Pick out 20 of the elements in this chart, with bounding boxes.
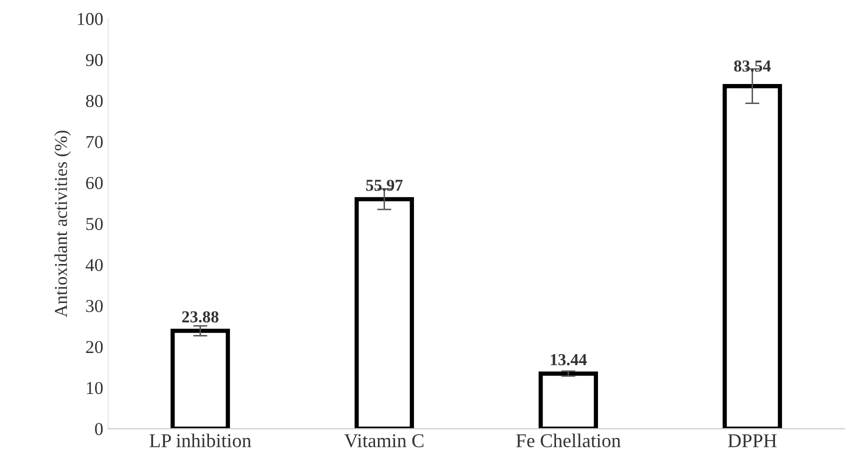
data-label: 83.54: [734, 60, 771, 72]
y-tick-label: 20: [86, 340, 103, 354]
x-tick-label: LP inhibition: [150, 434, 252, 448]
y-tick-label: 40: [86, 258, 103, 272]
data-label: 13.44: [550, 354, 587, 366]
y-tick-label: 10: [86, 382, 103, 394]
y-tick-label: 90: [86, 54, 103, 66]
y-tick-label: 50: [86, 218, 103, 230]
x-tick-label: Vitamin C: [344, 434, 424, 448]
y-tick-label: 80: [86, 94, 103, 108]
x-tick-label: DPPH: [728, 434, 777, 448]
x-tick-label: Fe Chellation: [516, 434, 621, 448]
data-label: 23.88: [182, 311, 218, 323]
y-tick-label: 70: [86, 136, 103, 148]
y-tick-label: 30: [86, 300, 103, 312]
y-tick-label: 60: [86, 176, 103, 190]
data-label: 55.97: [366, 180, 403, 191]
y-tick-label: 100: [78, 12, 103, 26]
y-axis-title: Antioxidant activities (%): [54, 130, 71, 318]
y-tick-label: 0: [95, 422, 103, 436]
